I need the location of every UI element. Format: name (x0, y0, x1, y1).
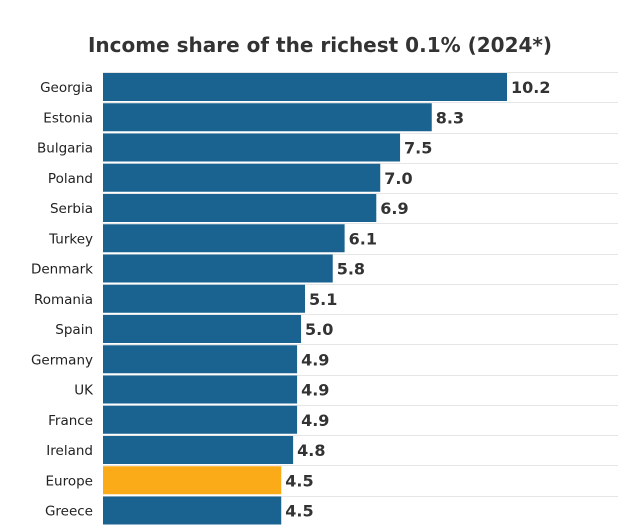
category-label-greece: Greece (45, 504, 93, 520)
category-label-turkey: Turkey (48, 231, 93, 247)
value-label-georgia: 10.2 (511, 78, 550, 97)
value-label-romania: 5.1 (309, 290, 337, 309)
value-label-germany: 4.9 (301, 350, 329, 369)
bar-poland (103, 163, 381, 192)
bar-france (103, 405, 298, 434)
bar-europe (103, 466, 282, 495)
category-label-romania: Romania (34, 292, 93, 308)
bar-uk (103, 375, 298, 404)
category-label-ireland: Ireland (46, 443, 93, 459)
bars (103, 73, 507, 525)
bar-turkey (103, 224, 345, 253)
bar-denmark (103, 254, 333, 283)
value-labels: 10.2 8.37.5 7.0 6.96.1 5.85.1 5.0 4.9 4.9 4.9 4.8… (285, 78, 550, 521)
category-labels: Georgia Estonia Bulgaria Poland Serbia Turkey… (31, 80, 94, 520)
bar-bulgaria (103, 133, 401, 162)
value-label-bulgaria: 7.5 (404, 139, 432, 158)
category-label-uk: UK (74, 383, 94, 399)
value-label-poland: 7.0 (384, 169, 412, 188)
category-label-bulgaria: Bulgaria (37, 141, 93, 157)
value-label-uk: 4.9 (301, 381, 329, 400)
value-label-france: 4.9 (301, 411, 329, 430)
bar-spain (103, 315, 302, 343)
value-label-greece: 4.5 (285, 502, 313, 521)
bar-greece (103, 496, 282, 525)
category-label-poland: Poland (48, 171, 93, 187)
value-label-turkey: 6.1 (349, 229, 377, 248)
bar-romania (103, 284, 305, 313)
value-label-estonia: 8.3 (436, 108, 464, 127)
value-label-serbia: 6.9 (380, 199, 408, 218)
bar-ireland (103, 436, 294, 464)
category-label-spain: Spain (55, 322, 93, 338)
category-label-denmark: Denmark (31, 262, 93, 278)
bar-germany (103, 345, 298, 374)
value-label-ireland: 4.8 (297, 441, 325, 460)
category-label-germany: Germany (31, 352, 93, 368)
value-label-denmark: 5.8 (337, 260, 365, 279)
bar-georgia (103, 73, 507, 101)
category-label-estonia: Estonia (43, 110, 93, 126)
value-label-europe: 4.5 (285, 471, 313, 490)
chart-title: Income share of the richest 0.1% (2024*) (88, 33, 552, 57)
bar-serbia (103, 194, 377, 222)
category-label-france: France (48, 413, 93, 429)
value-label-spain: 5.0 (305, 320, 333, 339)
category-label-europe: Europe (46, 473, 93, 489)
category-label-serbia: Serbia (50, 201, 93, 217)
bar-estonia (103, 103, 432, 132)
category-label-georgia: Georgia (40, 80, 93, 96)
